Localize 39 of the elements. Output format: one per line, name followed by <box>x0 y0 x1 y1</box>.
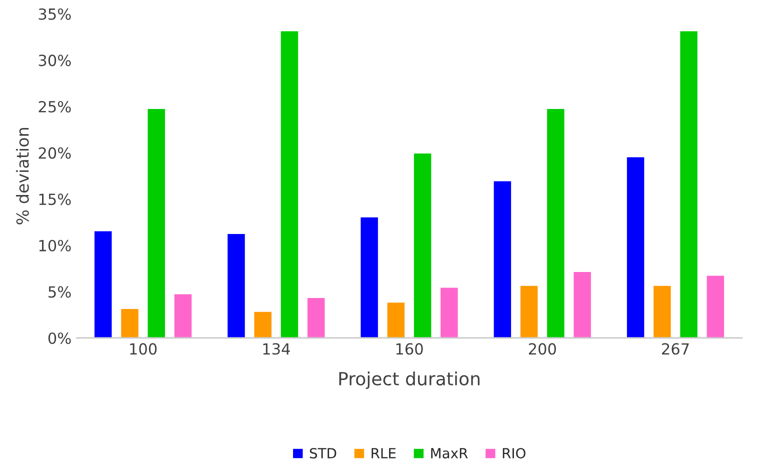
legend-label: MaxR <box>431 448 468 458</box>
y-tick-label: 0% <box>48 332 71 344</box>
bar <box>705 274 726 338</box>
y-tick-label: 30% <box>38 54 71 66</box>
bar <box>572 270 592 338</box>
bar <box>519 284 540 338</box>
x-tick-label: 100 <box>130 343 157 355</box>
y-tick-label: 15% <box>39 194 71 206</box>
y-tick-label: 20% <box>38 147 71 159</box>
y-tick-label: 5% <box>48 286 71 298</box>
bar <box>386 301 406 338</box>
bar <box>652 284 672 338</box>
bar <box>546 108 566 338</box>
x-tick-label: 200 <box>528 343 556 355</box>
bar <box>93 230 114 338</box>
x-tick-label: 134 <box>263 343 290 355</box>
bar <box>252 310 273 338</box>
bar <box>439 286 460 338</box>
bar <box>146 108 166 338</box>
legend-label: RIO <box>502 448 526 458</box>
bar <box>359 216 380 338</box>
bar <box>279 30 300 338</box>
x-axis-title: Project duration <box>339 372 480 389</box>
bar <box>120 308 140 338</box>
y-tick-label: 25% <box>38 100 71 113</box>
y-tick-label: 10% <box>39 240 71 252</box>
bar <box>678 30 699 338</box>
x-tick-label: 160 <box>396 343 423 355</box>
bar <box>226 232 246 338</box>
x-tick-label: 267 <box>662 343 689 355</box>
bar <box>412 152 433 338</box>
y-tick-label: 35% <box>38 8 71 20</box>
legend-label: STD <box>310 448 336 458</box>
bar <box>626 156 646 338</box>
legend-label: RLE <box>372 448 396 458</box>
y-axis-title: % deviation <box>16 128 29 224</box>
bar <box>306 296 326 338</box>
bar <box>172 292 193 338</box>
bar <box>492 180 512 338</box>
